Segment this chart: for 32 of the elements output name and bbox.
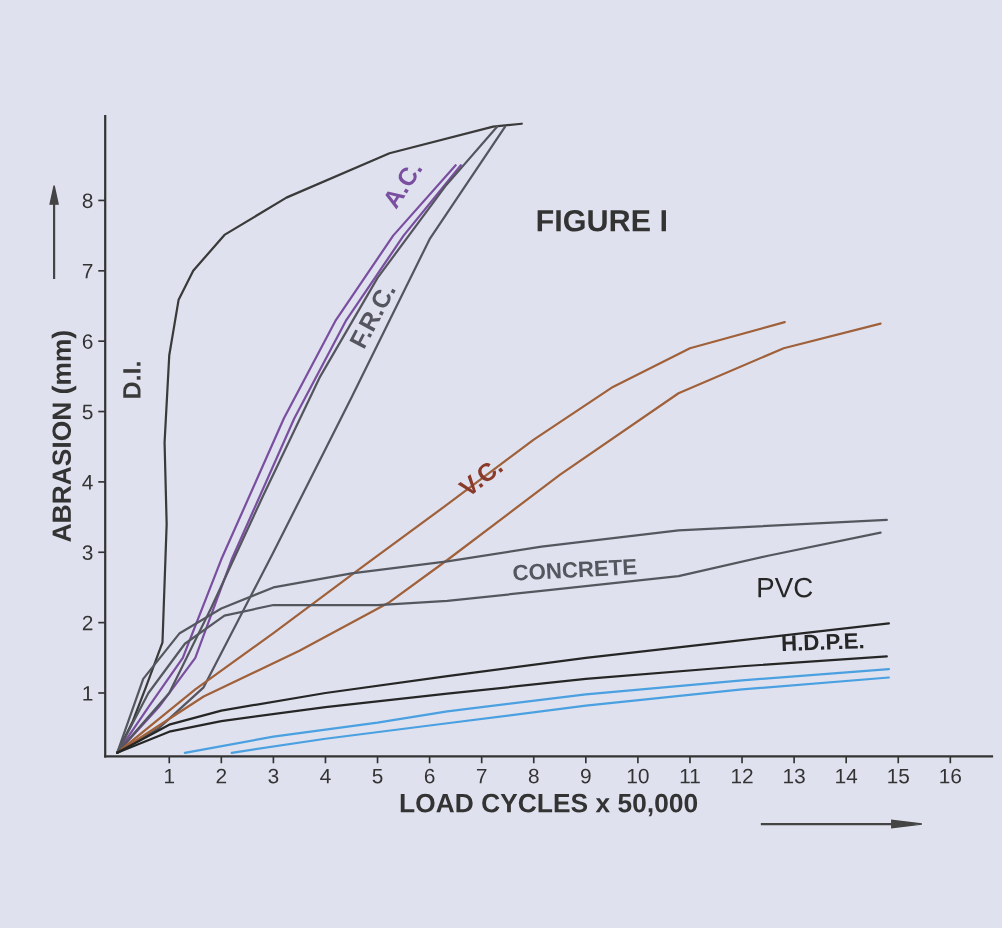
x-tick-label: 15 <box>888 768 909 784</box>
x-tick-label: 14 <box>836 768 858 784</box>
x-tick-label: 16 <box>940 768 961 784</box>
text: FIGURE I <box>537 209 666 232</box>
y-tick-label: 4 <box>82 475 93 490</box>
text: D.I. <box>123 362 141 398</box>
x-tick-label: 10 <box>627 768 649 784</box>
y-axis-title: ABRASION (mm) <box>51 331 77 542</box>
series-label: H.D.P.E. <box>782 632 864 652</box>
x-tick-label: 3 <box>268 768 279 784</box>
x-tick-label: 8 <box>528 768 539 784</box>
x-tick-label: 9 <box>581 768 591 784</box>
x-tick-label: 4 <box>320 768 331 784</box>
y-tick-label: 6 <box>82 334 93 349</box>
x-axis-title: LOAD CYCLES x 50,000 <box>400 793 698 817</box>
y-tick-label: 7 <box>82 264 93 279</box>
y-tick-label: 1 <box>83 686 93 701</box>
y-tick-label: 8 <box>82 193 93 209</box>
series-label: PVC <box>758 577 813 598</box>
text: V.C. <box>457 456 504 499</box>
series-label: CONCRETE <box>513 558 637 581</box>
y-tick-label: 2 <box>82 615 93 631</box>
x-tick-label: 6 <box>424 768 435 784</box>
x-tick-label: 2 <box>216 768 227 784</box>
y-tick-label: 3 <box>82 545 93 561</box>
x-tick-label: 11 <box>680 768 700 784</box>
y-tick-label: 5 <box>82 404 93 420</box>
x-tick-label: 13 <box>784 768 805 784</box>
x-tick-label: 7 <box>476 768 487 784</box>
x-tick-label: 5 <box>372 768 383 784</box>
x-tick-label: 12 <box>732 768 753 784</box>
x-tick-label: 1 <box>165 768 175 784</box>
